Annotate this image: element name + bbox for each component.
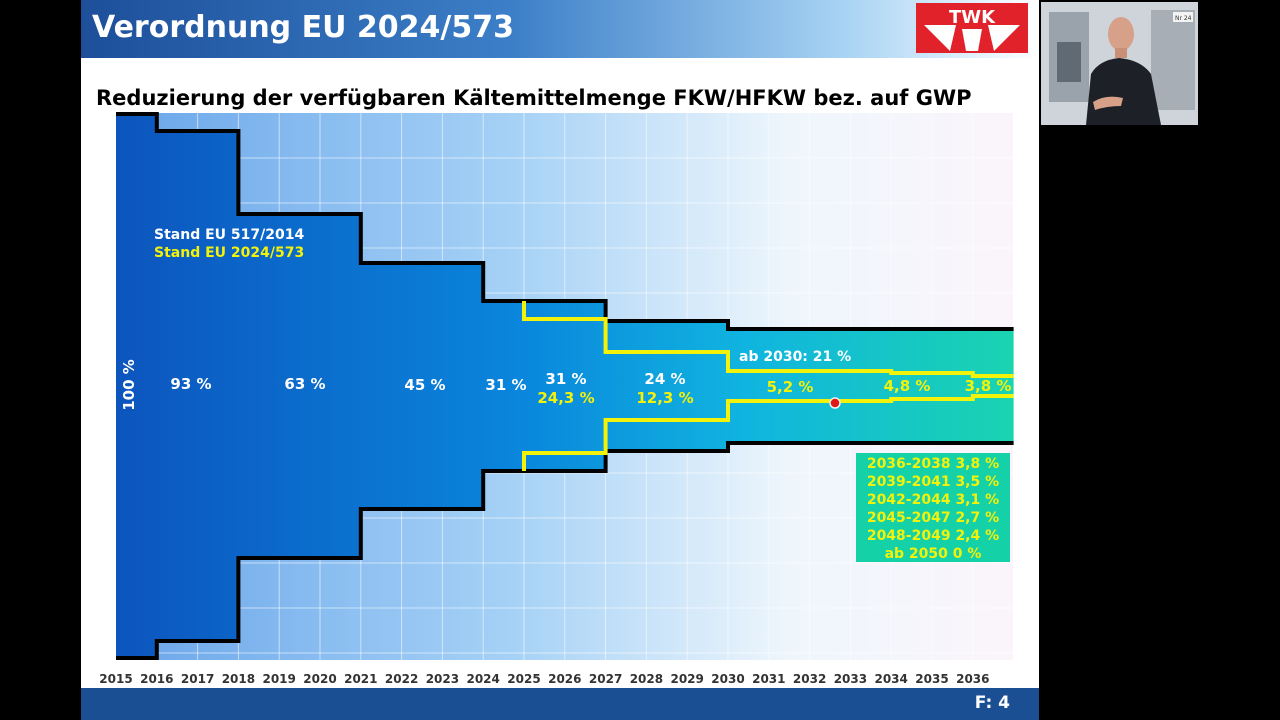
x-tick-label: 2017 [181,672,214,686]
x-tick-label: 2028 [630,672,663,686]
presenter-webcam: Nr 24 [1041,2,1198,125]
x-tick-label: 2033 [834,672,867,686]
label-ab-2030: ab 2030: 21 % [739,349,851,365]
x-axis-ticks: 2015 2016 2017 2018 2019 2020 2021 2022 2023 2024… [99,672,989,686]
label-12-3: 12,3 % [636,389,693,407]
x-tick-label: 2027 [589,672,622,686]
logo-rays-icon [924,25,1020,51]
old-quota-line-lower [116,441,1014,660]
future-steps-box [856,453,1010,562]
label-5-2: 5,2 % [767,378,814,396]
label-3-8: 3,8 % [965,377,1012,395]
slide: Verordnung EU 2024/573 TWK Reduzierung d… [81,0,1039,720]
x-tick-label: 2021 [344,672,377,686]
x-tick-label: 2032 [793,672,826,686]
x-tick-label: 2022 [385,672,418,686]
webcam-badge: Nr 24 [1175,15,1192,22]
future-step: 2039-2041 3,5 % [867,474,999,490]
label-31: 31 % [545,370,586,388]
label-24: 24 % [644,370,685,388]
x-tick-label: 2031 [752,672,785,686]
label-93: 93 % [170,375,211,393]
quota-area [116,114,1014,658]
label-45: 45 % [404,376,445,394]
page-number: F: 4 [974,693,1010,713]
future-step: 2048-2049 2,4 % [867,528,999,544]
label-100: 100 % [120,359,138,411]
presenter-video-icon: Nr 24 [1041,2,1198,125]
label-4-8: 4,8 % [884,377,931,395]
future-step: ab 2050 0 % [885,546,982,562]
x-tick-label: 2034 [874,672,907,686]
new-quota-line-upper [522,301,1014,378]
twk-logo: TWK [916,3,1028,53]
label-31-old: 31 % [485,376,526,394]
label-24-3: 24,3 % [537,389,594,407]
quota-chart: Stand EU 517/2014 Stand EU 2024/573 100 … [99,112,1015,686]
footer-bar: F: 4 [81,688,1039,720]
x-tick-label: 2020 [303,672,336,686]
x-tick-label: 2023 [426,672,459,686]
x-tick-label: 2030 [711,672,744,686]
old-quota-line-upper [116,112,1014,331]
x-tick-label: 2018 [222,672,255,686]
title-bar: Verordnung EU 2024/573 TWK [81,0,1039,58]
x-tick-label: 2016 [140,672,173,686]
x-tick-label: 2015 [99,672,132,686]
x-tick-label: 2024 [466,672,499,686]
chart-subtitle: Reduzierung der verfügbaren Kältemittelm… [96,86,972,110]
x-tick-label: 2026 [548,672,581,686]
pointer-dot [829,397,841,409]
x-tick-label: 2019 [262,672,295,686]
x-tick-label: 2035 [915,672,948,686]
x-tick-label: 2029 [670,672,703,686]
legend-old: Stand EU 517/2014 [154,227,304,243]
future-step: 2045-2047 2,7 % [867,510,999,526]
new-quota-line-lower [522,394,1014,471]
slide-title: Verordnung EU 2024/573 [92,10,514,45]
legend-new: Stand EU 2024/573 [154,245,304,261]
x-tick-label: 2036 [956,672,989,686]
label-63: 63 % [284,375,325,393]
future-step: 2042-2044 3,1 % [867,492,999,508]
x-tick-label: 2025 [507,672,540,686]
future-step: 2036-2038 3,8 % [867,456,999,472]
